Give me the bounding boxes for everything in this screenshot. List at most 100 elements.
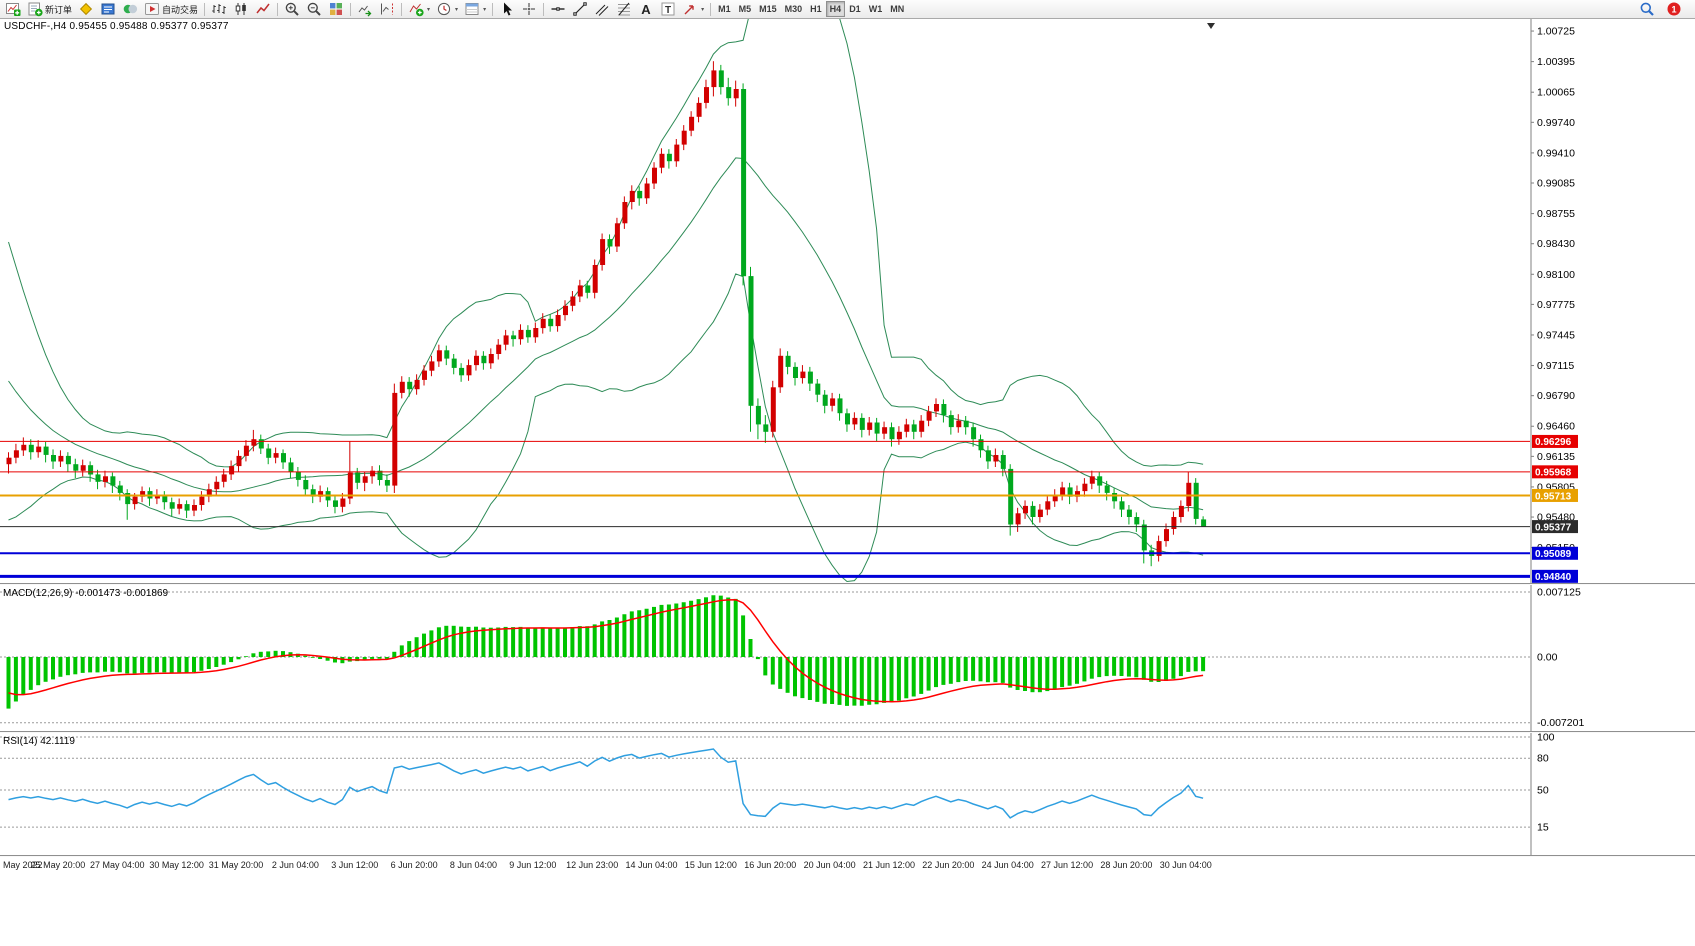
bollinger-upper-band: [8, 19, 1204, 468]
timeframe-m30-button[interactable]: M30: [781, 1, 807, 17]
rsi-panel-label: RSI(14) 42.1119: [3, 736, 75, 747]
auto-trading-label: 自动交易: [162, 4, 199, 15]
cursor-button[interactable]: [496, 1, 518, 18]
toolbar: 新订单 自动交易 ▾ ▾ ▾ A T ▾ M1 M5 M15 M30 H1 H4 D1 W1 MN 1: [0, 0, 1695, 19]
timeframe-w1-button[interactable]: W1: [865, 1, 887, 17]
chevron-down-icon: ▾: [701, 6, 705, 13]
chevron-down-icon: ▾: [427, 6, 431, 13]
timeframe-m5-button[interactable]: M5: [735, 1, 756, 17]
svg-text:1: 1: [1671, 4, 1676, 14]
auto-trading-button[interactable]: 自动交易: [141, 1, 201, 18]
time-axis-label: 12 Jun 23:00: [566, 860, 619, 870]
order-icon: [28, 2, 43, 17]
horizontal-line-button[interactable]: [547, 1, 569, 18]
chart-shift-button[interactable]: [376, 1, 398, 18]
time-axis[interactable]: May 2022 25 May 20:00 27 May 04:00 30 May 1…: [0, 857, 1695, 875]
price-axis-label: 0.98100: [1537, 269, 1575, 281]
search-icon: [1640, 2, 1654, 16]
new-chart-button[interactable]: [2, 1, 24, 18]
price-chart-canvas[interactable]: 1.00725 1.00395 1.00065 0.99740 0.99410 0.990…: [0, 19, 1695, 583]
tile-icon: [330, 3, 343, 15]
time-axis-label: 25 May 20:00: [30, 860, 86, 870]
time-axis-label: 30 Jun 04:00: [1159, 860, 1212, 870]
toolbar-separator: [401, 2, 403, 16]
time-axis-label: 21 Jun 12:00: [862, 860, 915, 870]
navigator-button[interactable]: [119, 1, 141, 18]
price-axis-label: 0.97115: [1537, 360, 1574, 372]
timeframe-d1-button[interactable]: D1: [845, 1, 865, 17]
text-label-button[interactable]: T: [657, 1, 679, 18]
time-axis-label: 30 May 12:00: [149, 860, 204, 870]
time-axis-label: 20 Jun 04:00: [803, 860, 856, 870]
indicators-button[interactable]: ▾: [405, 1, 433, 18]
tile-windows-button[interactable]: [325, 1, 347, 18]
price-axis-label: 1.00395: [1537, 56, 1575, 68]
new-order-label: 新订单: [45, 4, 73, 15]
timeframe-h4-button[interactable]: H4: [825, 1, 846, 17]
templates-button[interactable]: ▾: [461, 1, 489, 18]
price-axis-label: 0.98430: [1537, 238, 1575, 250]
rsi-axis-label: 15: [1537, 822, 1549, 834]
equidistant-channel-button[interactable]: [591, 1, 613, 18]
line-chart-button[interactable]: [252, 1, 274, 18]
time-axis-label: 9 Jun 12:00: [509, 860, 557, 870]
metaeditor-button[interactable]: [75, 1, 97, 18]
periods-button[interactable]: ▾: [433, 1, 461, 18]
time-axis-label: 14 Jun 04:00: [625, 860, 678, 870]
candlestick-chart-button[interactable]: [230, 1, 252, 18]
price-marker-label: 0.95377: [1535, 522, 1572, 533]
search-button[interactable]: [1636, 1, 1658, 18]
zoom-out-button[interactable]: [303, 1, 325, 18]
notifications-button[interactable]: 1: [1663, 1, 1685, 18]
price-axis-label: 0.99085: [1537, 178, 1575, 190]
market-watch-icon: [101, 3, 115, 15]
new-order-button[interactable]: 新订单: [24, 1, 75, 18]
metaeditor-icon: [79, 2, 93, 16]
price-axis-label: 0.96135: [1537, 451, 1575, 463]
price-marker-box: [1532, 465, 1578, 479]
line-chart-icon: [256, 3, 270, 14]
arrows-button[interactable]: ▾: [679, 1, 707, 18]
price-marker-label: 0.95089: [1535, 549, 1572, 560]
fibonacci-button[interactable]: [613, 1, 635, 18]
price-marker-label: 0.95968: [1535, 468, 1572, 479]
time-axis-label: 31 May 20:00: [208, 860, 264, 870]
zoom-in-icon: [285, 2, 299, 16]
price-marker-label: 0.94840: [1535, 572, 1572, 583]
rsi-panel-canvas[interactable]: 100 80 50 15 RSI(14) 42.1119: [0, 733, 1695, 855]
chevron-down-icon: ▾: [455, 6, 459, 13]
market-watch-button[interactable]: [97, 1, 119, 18]
timeframe-mn-button[interactable]: MN: [886, 1, 908, 17]
time-axis-label: 6 Jun 20:00: [390, 860, 438, 870]
chart-title-ohlc: USDCHF-,H4 0.95455 0.95488 0.95377 0.953…: [4, 21, 229, 32]
price-axis-label: 0.97775: [1537, 299, 1575, 311]
rsi-line: [8, 748, 1204, 819]
toolbar-separator: [277, 2, 279, 16]
time-axis-label: 15 Jun 12:00: [684, 860, 737, 870]
arrow-tool-icon: [684, 5, 694, 15]
macd-panel-canvas[interactable]: 0.007125 0.00 -0.007201 MACD(12,26,9) -0.00…: [0, 585, 1695, 731]
text-button[interactable]: A: [635, 1, 657, 18]
timeframe-m15-button[interactable]: M15: [755, 1, 781, 17]
auto-scroll-button[interactable]: [354, 1, 376, 18]
chevron-down-icon: ▾: [483, 6, 487, 13]
bar-chart-button[interactable]: [208, 1, 230, 18]
time-axis-label: 28 Jun 20:00: [1100, 860, 1153, 870]
timeframe-h1-button[interactable]: H1: [806, 1, 826, 17]
trendline-icon: [573, 2, 587, 16]
time-axis-label: 8 Jun 04:00: [449, 860, 497, 870]
rsi-axis-label: 100: [1537, 733, 1555, 744]
price-marker-box: [1532, 434, 1578, 448]
price-marker-box: [1532, 546, 1578, 560]
chart-shift-marker-icon[interactable]: [1207, 23, 1215, 29]
time-axis-label: 24 Jun 04:00: [981, 860, 1034, 870]
new-chart-icon: [6, 3, 21, 16]
zoom-in-button[interactable]: [281, 1, 303, 18]
price-axis-label: 0.99740: [1537, 117, 1575, 129]
crosshair-button[interactable]: [518, 1, 540, 18]
panel-separator-rsi[interactable]: [0, 731, 1695, 733]
timeframe-m1-button[interactable]: M1: [714, 1, 735, 17]
panel-separator-macd[interactable]: [0, 583, 1695, 585]
trendline-button[interactable]: [569, 1, 591, 18]
time-axis-label: 27 Jun 12:00: [1041, 860, 1094, 870]
